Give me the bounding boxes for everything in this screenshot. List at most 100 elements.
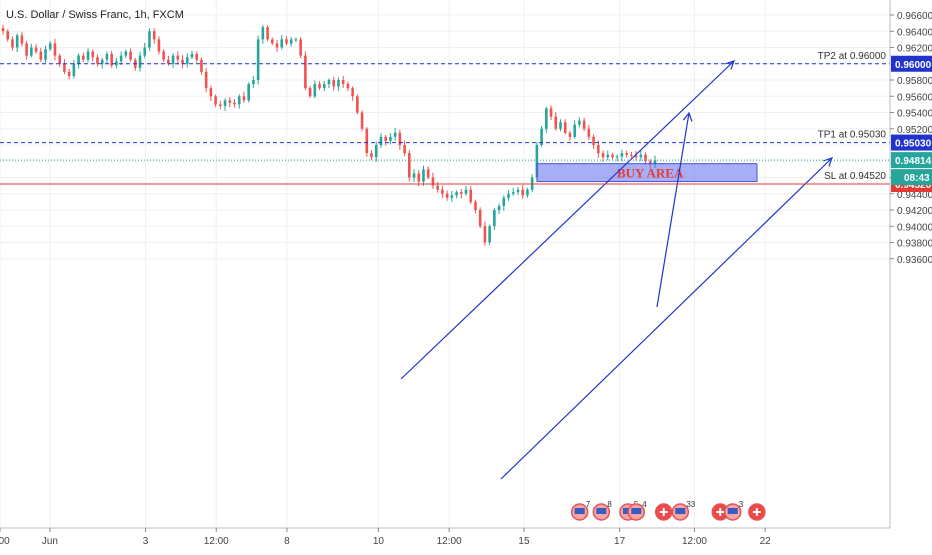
candle-body <box>148 31 151 48</box>
candle-body <box>455 192 458 196</box>
candle-body <box>469 189 473 202</box>
buy-area-box[interactable] <box>536 163 758 183</box>
candle-body <box>379 136 383 145</box>
candle-body <box>266 27 269 40</box>
drawings[interactable]: BUY AREA TP2 at 0.96000 TP1 at 0.95030 SL a… <box>0 51 890 480</box>
candle-body <box>285 39 288 44</box>
candle-body <box>417 173 421 182</box>
candle-body <box>129 51 132 60</box>
candle-body <box>171 55 175 64</box>
event-note: 33 <box>686 500 695 509</box>
event-flag-icon <box>727 508 738 514</box>
y-tick-label: 0.95400 <box>897 109 932 120</box>
channel-line[interactable] <box>400 60 735 380</box>
candle-body <box>441 189 444 194</box>
countdown-text: 08:43 <box>904 173 930 184</box>
candle-body <box>252 80 255 85</box>
candle-body <box>464 189 468 194</box>
candle-body <box>370 153 373 158</box>
candle-body <box>365 128 369 154</box>
candle-body <box>620 153 624 157</box>
candle-body <box>356 96 359 113</box>
x-tick-label: 22 <box>760 536 772 547</box>
channel-line[interactable] <box>500 157 833 480</box>
candle-body <box>242 96 246 101</box>
candle-body <box>20 35 24 44</box>
candle-body <box>450 195 454 198</box>
candle-body <box>644 154 647 162</box>
candle-body <box>181 59 184 64</box>
x-tick-label: Jun <box>42 536 58 547</box>
candle-body <box>271 39 274 44</box>
channel-arrowhead <box>725 60 735 70</box>
candle-body <box>351 88 354 97</box>
y-tick-label: 0.95600 <box>897 92 932 103</box>
y-tick-label: 0.95800 <box>897 76 932 87</box>
candle-body <box>82 55 85 60</box>
candle-body <box>389 136 392 141</box>
candle-body <box>568 132 572 137</box>
candle-body <box>346 84 350 89</box>
y-tick-label: 0.96200 <box>897 44 932 55</box>
event-badges[interactable]: 7854333 <box>570 500 766 521</box>
candle-body <box>474 201 477 210</box>
channel-arrowhead <box>823 157 833 167</box>
candle-body <box>634 155 638 158</box>
candle-body <box>578 120 581 125</box>
candle-body <box>124 51 128 56</box>
candle-body <box>299 39 302 56</box>
candle-body <box>511 192 515 194</box>
y-tick-label: 0.96600 <box>897 11 932 22</box>
candle-body <box>563 122 567 133</box>
event-note: 7 <box>586 500 591 509</box>
candle-body <box>398 132 402 145</box>
candle-body <box>516 189 520 193</box>
candle-body <box>611 154 614 158</box>
y-tick-label: 0.96400 <box>897 27 932 38</box>
price-badge-text-current: 0.94814 <box>895 156 932 167</box>
candle-body <box>412 173 416 178</box>
event-note: 4 <box>642 500 647 509</box>
candle-body <box>223 100 227 106</box>
projection-line[interactable] <box>656 112 690 308</box>
candle-body <box>327 80 331 85</box>
candle-body <box>86 51 90 60</box>
candle-body <box>313 84 317 97</box>
projection-arrowhead <box>682 111 693 122</box>
candle-body <box>549 108 553 117</box>
candle-body <box>91 51 95 58</box>
candle-body <box>119 55 123 62</box>
candle-body <box>601 153 605 158</box>
countdown-badge <box>891 169 932 186</box>
price-badge-tp2 <box>891 55 932 72</box>
candle-body <box>332 80 336 87</box>
candle-body <box>247 84 250 101</box>
candle-body <box>15 35 19 48</box>
candle-body <box>96 57 99 64</box>
candle-body <box>630 154 633 156</box>
x-tick-label: 8 <box>284 536 290 547</box>
candle-body <box>393 132 397 137</box>
candle-body <box>422 169 425 182</box>
event-note: 3 <box>739 500 744 509</box>
candle-body <box>318 84 321 89</box>
candle-body <box>138 55 142 68</box>
event-note: 8 <box>607 500 612 509</box>
y-tick-label: 0.94200 <box>897 206 932 217</box>
candle-body <box>639 154 643 158</box>
candle-body <box>459 192 463 194</box>
x-tick-label: 12:00 <box>437 536 462 547</box>
candle-body <box>105 54 109 60</box>
event-flag-icon <box>574 508 585 514</box>
candle-body <box>445 193 449 198</box>
candle-body <box>11 39 14 48</box>
candle-body <box>403 145 406 154</box>
event-flag-icon <box>631 508 642 514</box>
candle-body <box>431 177 435 186</box>
x-tick-label: 17 <box>614 536 626 547</box>
candle-body <box>521 189 525 196</box>
candle-body <box>39 51 43 60</box>
candle-body <box>256 39 260 80</box>
